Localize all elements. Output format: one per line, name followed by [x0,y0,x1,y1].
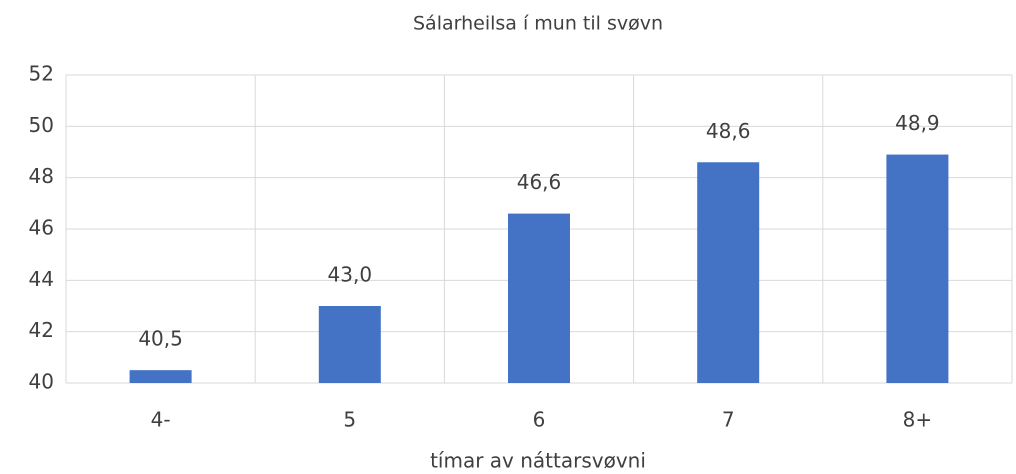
data-label: 46,6 [517,170,562,194]
y-tick-label: 50 [29,113,54,137]
data-label: 48,9 [895,111,940,135]
bar [129,370,192,383]
bar [697,162,760,383]
x-tick-label: 6 [533,408,546,432]
y-tick-label: 40 [29,370,54,394]
data-label: 43,0 [328,263,373,287]
data-label: 40,5 [138,327,183,351]
x-axis-label: tímar av náttarsvøvni [430,449,646,473]
x-tick-label: 7 [722,408,735,432]
y-tick-label: 42 [29,318,54,342]
bar [318,306,381,383]
bar [508,213,570,383]
y-tick-label: 44 [29,267,54,291]
y-tick-label: 52 [29,62,54,86]
x-tick-label: 5 [343,408,356,432]
chart-title: Sálarheilsa í mun til svøvn [413,13,663,35]
y-tick-label: 48 [29,164,54,188]
bar [886,154,949,383]
data-label: 48,6 [706,119,751,143]
x-tick-label: 8+ [903,408,932,432]
y-tick-label: 46 [29,216,54,240]
x-tick-label: 4- [151,408,171,432]
